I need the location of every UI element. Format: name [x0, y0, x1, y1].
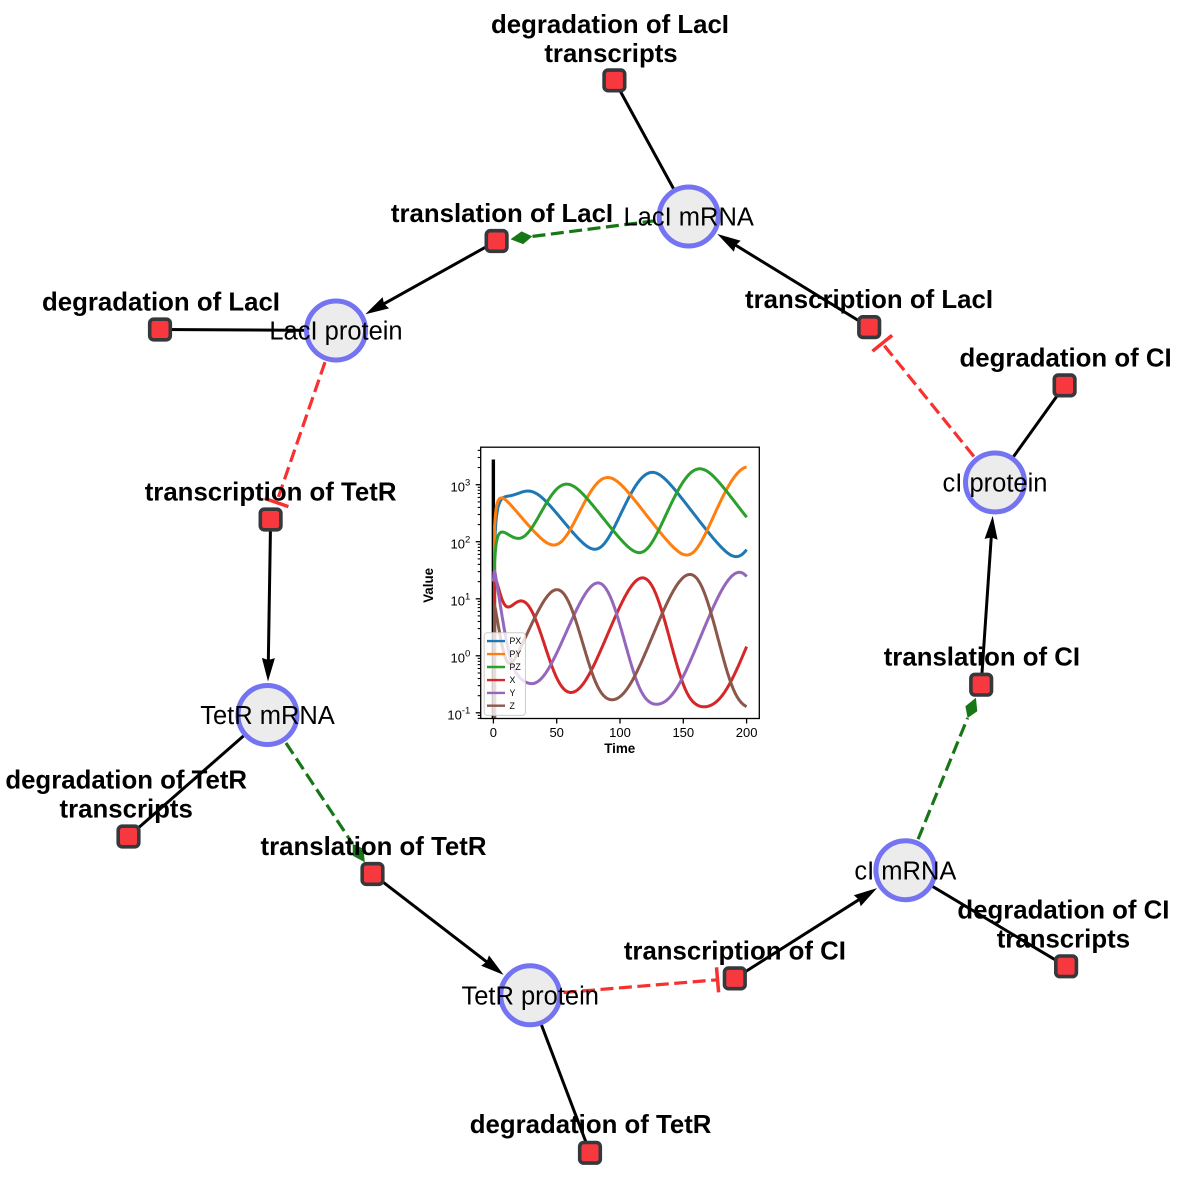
svg-text:PX: PX [510, 636, 522, 646]
svg-text:degradation of TetR: degradation of TetR [5, 767, 247, 795]
svg-text:100: 100 [609, 725, 631, 740]
svg-text:cI protein: cI protein [943, 470, 1048, 498]
svg-text:LacI mRNA: LacI mRNA [624, 204, 754, 232]
svg-text:50: 50 [549, 725, 563, 740]
svg-text:degradation of LacI: degradation of LacI [491, 11, 729, 39]
svg-text:TetR mRNA: TetR mRNA [200, 702, 335, 730]
svg-text:transcription of TetR: transcription of TetR [145, 479, 397, 507]
svg-text:X: X [510, 675, 516, 685]
svg-text:transcripts: transcripts [997, 925, 1130, 953]
svg-text:PY: PY [510, 649, 522, 659]
svg-text:degradation of LacI: degradation of LacI [42, 289, 280, 317]
svg-text:150: 150 [672, 725, 694, 740]
svg-text:degradation of CI: degradation of CI [957, 896, 1169, 924]
svg-text:Z: Z [510, 701, 516, 711]
svg-text:Y: Y [510, 688, 516, 698]
svg-text:degradation of TetR: degradation of TetR [470, 1111, 712, 1139]
svg-text:transcription of CI: transcription of CI [624, 937, 846, 965]
svg-text:LacI protein: LacI protein [269, 318, 402, 346]
svg-text:translation of CI: translation of CI [884, 644, 1080, 672]
svg-text:cI mRNA: cI mRNA [854, 857, 956, 885]
svg-text:200: 200 [736, 725, 758, 740]
svg-text:transcripts: transcripts [544, 40, 677, 68]
svg-text:TetR protein: TetR protein [461, 983, 599, 1011]
svg-text:transcripts: transcripts [60, 796, 193, 824]
svg-text:transcription of LacI: transcription of LacI [745, 286, 993, 314]
svg-text:Time: Time [604, 741, 635, 756]
svg-text:translation of TetR: translation of TetR [261, 833, 487, 861]
svg-text:translation of LacI: translation of LacI [391, 200, 613, 228]
svg-text:Value: Value [421, 568, 436, 603]
svg-text:degradation of CI: degradation of CI [960, 344, 1172, 372]
svg-text:PZ: PZ [510, 662, 522, 672]
svg-text:0: 0 [490, 725, 497, 740]
